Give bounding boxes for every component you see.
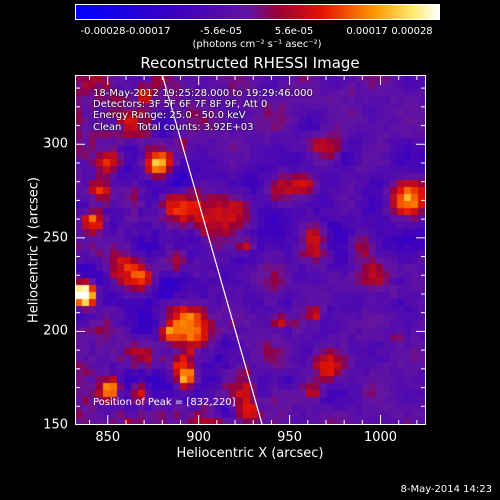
info-time-range: 18-May-2012 19:25:28.000 to 19:29:46.000	[93, 88, 313, 99]
y-tick-label: 150	[43, 417, 68, 433]
x-tick-label: 850	[95, 430, 121, 445]
x-tick-label: 1000	[363, 430, 398, 445]
colorbar-tick-label: 0.00028	[391, 26, 433, 37]
axis-overlay	[75, 75, 426, 425]
colorbar-units: (photons cm⁻² s⁻¹ asec⁻²)	[192, 39, 322, 50]
peak-position-label: Position of Peak = [832,220]	[93, 397, 236, 408]
colorbar-tick-label: 5.6e-05	[274, 26, 314, 37]
x-axis-label: Heliocentric X (arcsec)	[176, 446, 324, 461]
solar-limb-line	[161, 75, 263, 425]
y-tick-label: 250	[43, 230, 68, 246]
colorbar-tick-label: -0.00028	[80, 26, 126, 37]
chart-title: Reconstructed RHESSI Image	[140, 54, 360, 72]
colorbar-tick-label: -5.6e-05	[200, 26, 242, 37]
info-detectors: Detectors: 3F 5F 6F 7F 8F 9F, Att 0	[93, 99, 268, 110]
x-tick-label: 900	[186, 430, 212, 445]
plot-border	[75, 75, 426, 425]
info-clean-counts: Clean Total counts: 3.92E+03	[93, 122, 254, 133]
plot-area	[75, 75, 426, 425]
y-tick-label: 200	[43, 323, 68, 339]
y-axis-label: Heliocentric Y (arcsec)	[26, 177, 42, 323]
footer-date: 8-May-2014 14:23	[400, 484, 492, 495]
colorbar-tick-label: 0.00017	[346, 26, 388, 37]
x-tick-label: 950	[277, 430, 303, 445]
colorbar	[75, 4, 440, 20]
y-tick-label: 300	[43, 136, 68, 152]
colorbar-tick-label: -0.00017	[125, 26, 171, 37]
heatmap-image	[75, 75, 426, 425]
info-energy-range: Energy Range: 25.0 - 50.0 keV	[93, 110, 246, 121]
